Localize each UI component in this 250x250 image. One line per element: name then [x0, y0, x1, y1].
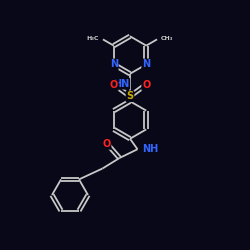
Text: O: O — [102, 139, 111, 149]
Text: O: O — [142, 80, 150, 90]
Text: HN: HN — [113, 79, 130, 89]
Text: N: N — [142, 59, 150, 69]
Text: S: S — [126, 91, 134, 101]
Text: CH₃: CH₃ — [161, 36, 173, 41]
Text: NH: NH — [142, 144, 158, 154]
Text: H₃C: H₃C — [87, 36, 99, 41]
Text: N: N — [110, 59, 118, 69]
Text: O: O — [110, 80, 118, 90]
